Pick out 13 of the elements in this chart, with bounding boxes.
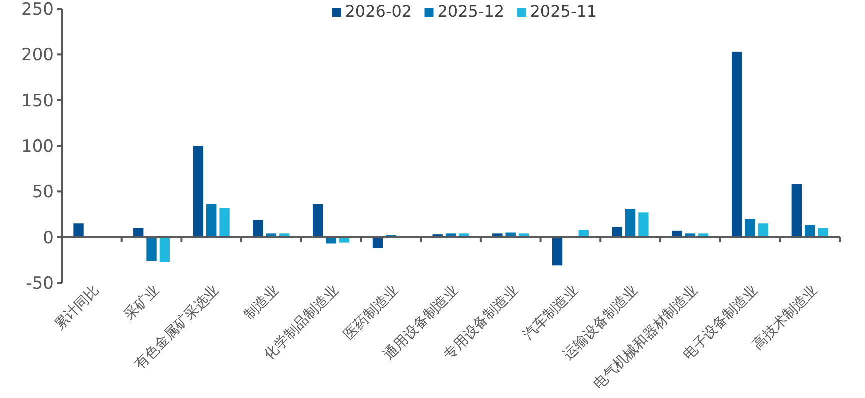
x-tick-label: 累计同比 bbox=[52, 282, 103, 334]
y-tick-label: 250 bbox=[22, 0, 54, 20]
x-tick-label: 制造业 bbox=[241, 282, 282, 324]
legend-label: 2025-11 bbox=[530, 2, 598, 21]
y-tick-label: 0 bbox=[43, 228, 54, 248]
y-tick-label: 200 bbox=[22, 46, 54, 66]
x-tick-label: 采矿业 bbox=[122, 282, 163, 324]
y-tick-label: -50 bbox=[26, 274, 54, 294]
y-tick-label: 50 bbox=[32, 182, 54, 203]
legend-label: 2025-12 bbox=[438, 2, 505, 21]
legend-label: 2026-02 bbox=[345, 2, 412, 21]
y-tick-label: 150 bbox=[22, 91, 54, 112]
y-tick-label: 100 bbox=[22, 137, 54, 157]
